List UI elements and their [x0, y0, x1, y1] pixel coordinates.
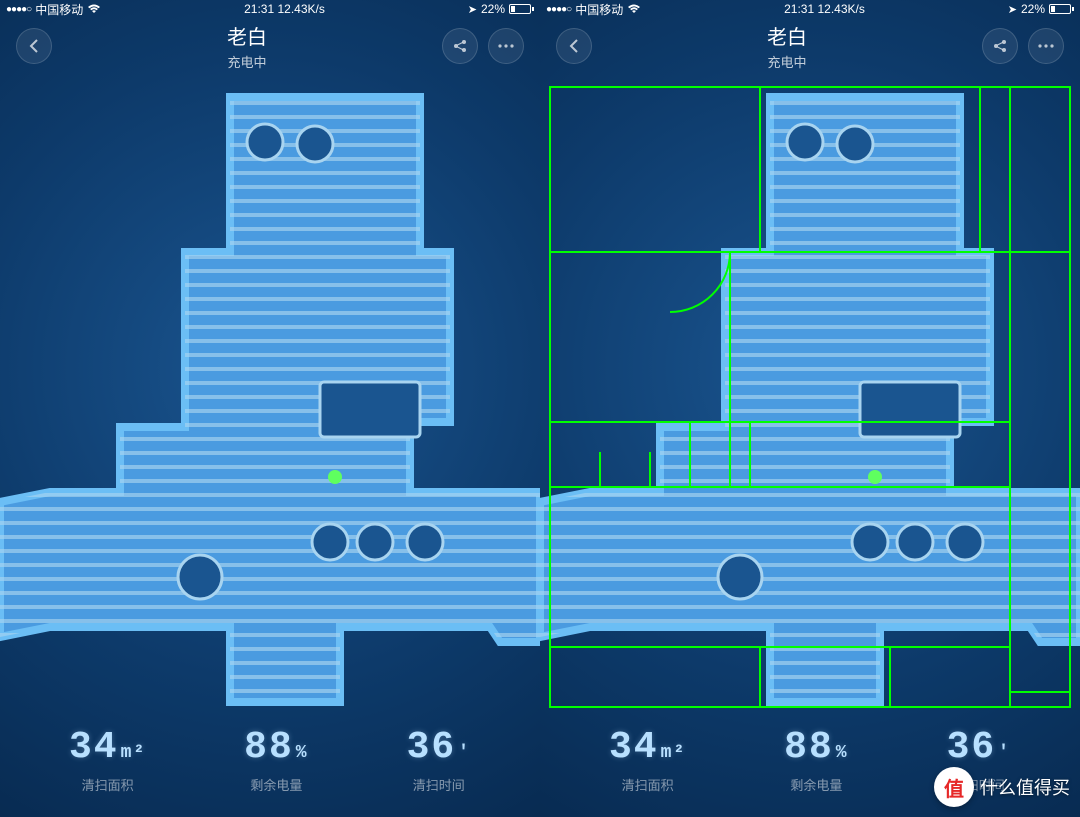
map-area[interactable]: [540, 82, 1080, 712]
status-bar: ●●●●○ 中国移动 21:31 12.43K/s ➤ 22%: [540, 0, 1080, 18]
signal-icon: ●●●●○: [6, 4, 31, 15]
cleaned-region: [0, 97, 540, 702]
stats-bar: 34m² 清扫面积 88% 剩余电量 36' 清扫时间: [0, 712, 540, 817]
robot-dot: [328, 470, 342, 484]
signal-icon: ●●●●○: [546, 4, 571, 15]
nav-bar: 老白 充电中: [540, 18, 1080, 74]
watermark-text: 什么值得买: [980, 774, 1070, 800]
stat-time: 36' 清扫时间: [407, 726, 471, 794]
share-icon: [452, 38, 468, 54]
nav-title: 老白 充电中: [227, 21, 267, 71]
right-panel: ●●●●○ 中国移动 21:31 12.43K/s ➤ 22% 老白 充电中: [540, 0, 1080, 817]
stat-area: 34m² 清扫面积: [69, 726, 146, 794]
share-button[interactable]: [982, 28, 1018, 64]
chevron-left-icon: [28, 39, 40, 53]
wifi-icon: [627, 4, 641, 14]
nav-title: 老白 充电中: [767, 21, 807, 71]
battery-icon: [509, 4, 534, 14]
status-center: 21:31 12.43K/s: [784, 2, 865, 16]
cleaning-map: [0, 82, 540, 712]
map-area[interactable]: [0, 82, 540, 712]
more-icon: [498, 44, 514, 48]
status-center: 21:31 12.43K/s: [244, 2, 325, 16]
back-button[interactable]: [556, 28, 592, 64]
watermark: 值 什么值得买: [934, 767, 1070, 807]
battery-pct: 22%: [481, 2, 505, 16]
back-button[interactable]: [16, 28, 52, 64]
device-name: 老白: [227, 21, 267, 50]
nav-bar: 老白 充电中: [0, 18, 540, 74]
stat-area: 34m² 清扫面积: [609, 726, 686, 794]
carrier-label: 中国移动: [575, 1, 623, 18]
stat-battery: 88% 剩余电量: [244, 726, 308, 794]
share-button[interactable]: [442, 28, 478, 64]
device-status: 充电中: [227, 52, 267, 71]
battery-icon: [1049, 4, 1074, 14]
device-status: 充电中: [767, 52, 807, 71]
cleaned-region: [540, 97, 1080, 702]
chevron-left-icon: [568, 39, 580, 53]
wifi-icon: [87, 4, 101, 14]
device-name: 老白: [767, 21, 807, 50]
stat-battery: 88% 剩余电量: [784, 726, 848, 794]
share-icon: [992, 38, 1008, 54]
cleaning-map-with-overlay: [540, 82, 1080, 712]
status-bar: ●●●●○ 中国移动 21:31 12.43K/s ➤ 22%: [0, 0, 540, 18]
robot-dot: [868, 470, 882, 484]
watermark-badge-icon: 值: [934, 767, 974, 807]
location-icon: ➤: [1008, 3, 1017, 16]
more-icon: [1038, 44, 1054, 48]
more-button[interactable]: [488, 28, 524, 64]
left-panel: ●●●●○ 中国移动 21:31 12.43K/s ➤ 22% 老白 充电中: [0, 0, 540, 817]
battery-pct: 22%: [1021, 2, 1045, 16]
location-icon: ➤: [468, 3, 477, 16]
more-button[interactable]: [1028, 28, 1064, 64]
carrier-label: 中国移动: [35, 1, 83, 18]
